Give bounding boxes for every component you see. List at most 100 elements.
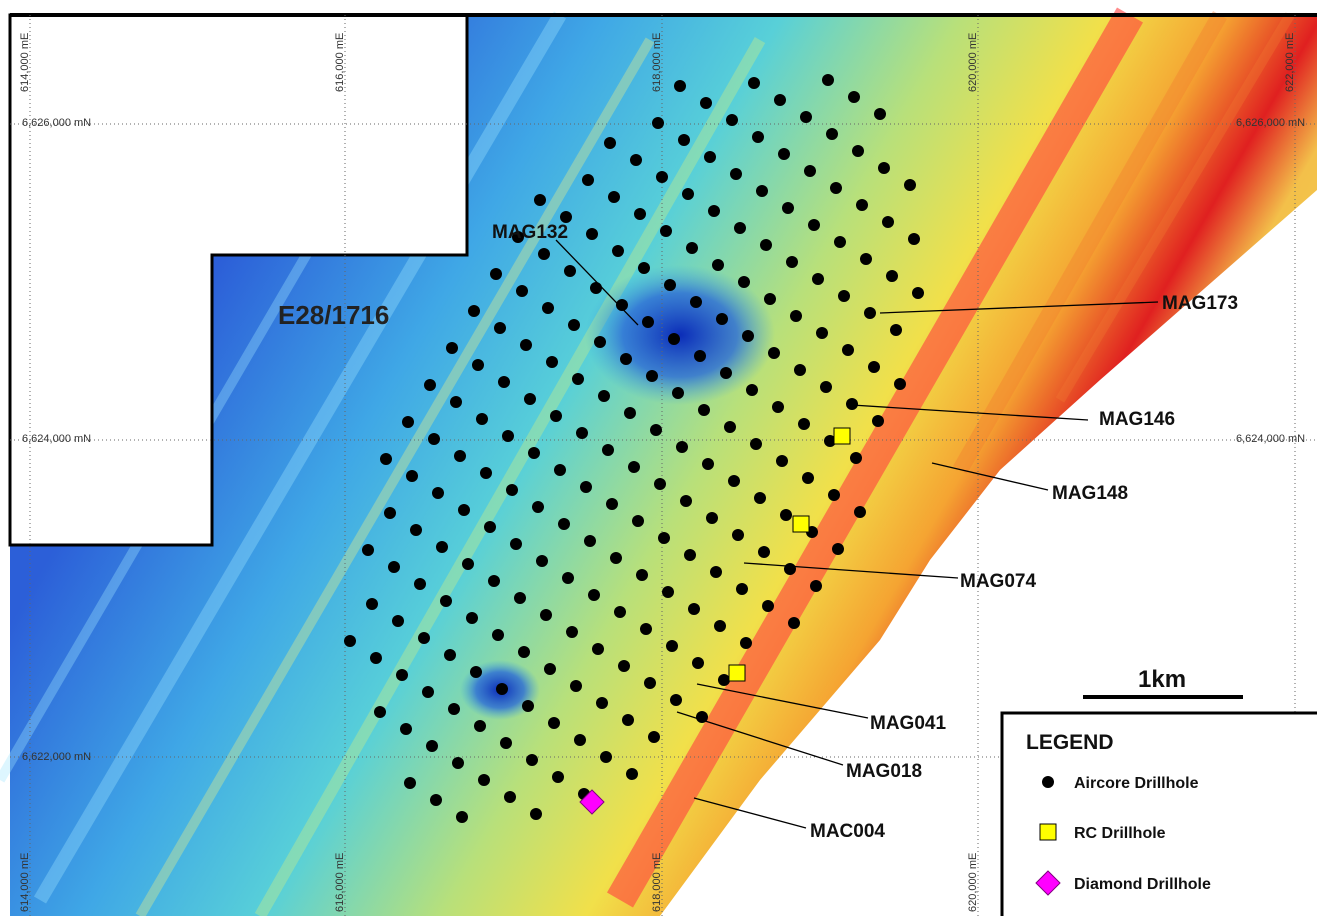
aircore-drillhole xyxy=(452,757,464,769)
aircore-drillhole xyxy=(868,361,880,373)
aircore-drillhole xyxy=(490,268,502,280)
aircore-drillhole xyxy=(506,484,518,496)
aircore-drillhole xyxy=(502,430,514,442)
aircore-drillhole xyxy=(692,657,704,669)
aircore-drillhole xyxy=(646,370,658,382)
aircore-drillhole xyxy=(422,686,434,698)
leaders xyxy=(555,239,1159,829)
aircore-drillhole xyxy=(418,632,430,644)
aircore-drillhole xyxy=(894,378,906,390)
aircore-drillhole xyxy=(728,475,740,487)
aircore-drillhole xyxy=(816,327,828,339)
aircore-drillhole xyxy=(572,373,584,385)
aircore-drillhole xyxy=(402,416,414,428)
aircore-drillhole xyxy=(644,677,656,689)
aircore-drillhole xyxy=(448,703,460,715)
aircore-drillhole xyxy=(664,279,676,291)
aircore-drillhole xyxy=(620,353,632,365)
aircore-drillhole xyxy=(774,94,786,106)
aircore-drillhole xyxy=(714,620,726,632)
aircore-drillhole xyxy=(788,617,800,629)
easting-label: 620,000 mE xyxy=(967,33,979,92)
aircore-drillhole xyxy=(444,649,456,661)
legend-item: Aircore Drillhole xyxy=(1074,775,1199,792)
aircore-drillhole xyxy=(846,398,858,410)
aircore-drillhole xyxy=(582,174,594,186)
aircore-drillhole xyxy=(604,137,616,149)
aircore-drillhole xyxy=(764,293,776,305)
hole-label: MAG018 xyxy=(846,761,922,782)
aircore-drillhole xyxy=(682,188,694,200)
aircore-drillhole xyxy=(756,185,768,197)
aircore-drillhole xyxy=(652,117,664,129)
aircore-drillhole xyxy=(656,171,668,183)
aircore-drillhole xyxy=(710,566,722,578)
aircore-drillhole xyxy=(608,191,620,203)
aircore-drillhole xyxy=(436,541,448,553)
aircore-drillhole xyxy=(852,145,864,157)
aircore-drillhole xyxy=(522,700,534,712)
aircore-drillhole xyxy=(426,740,438,752)
aircore-drillhole xyxy=(432,487,444,499)
aircore-drillhole xyxy=(576,427,588,439)
easting-label: 618,000 mE xyxy=(651,853,663,912)
aircore-drillhole xyxy=(520,339,532,351)
aircore-drillhole xyxy=(484,521,496,533)
hole-label: MAC004 xyxy=(810,821,885,842)
easting-label: 616,000 mE xyxy=(334,33,346,92)
aircore-drillhole xyxy=(614,606,626,618)
rc-drillhole xyxy=(833,427,851,445)
aircore-drillhole xyxy=(536,555,548,567)
hole-label: MAG173 xyxy=(1162,293,1238,314)
aircore-drillhole xyxy=(524,393,536,405)
aircore-drillhole xyxy=(804,165,816,177)
aircore-drillhole xyxy=(454,450,466,462)
aircore-drillhole xyxy=(778,148,790,160)
aircore-drillhole xyxy=(752,131,764,143)
aircore-drillhole xyxy=(472,359,484,371)
aircore-drillhole xyxy=(738,276,750,288)
aircore-drillhole xyxy=(694,350,706,362)
aircore-drillhole xyxy=(630,154,642,166)
aircore-drillhole xyxy=(706,512,718,524)
aircore-drillhole xyxy=(832,543,844,555)
aircore-drillhole xyxy=(684,549,696,561)
aircore-drillhole xyxy=(672,387,684,399)
aircore-drillhole xyxy=(466,612,478,624)
aircore-drillhole xyxy=(662,586,674,598)
aircore-drillhole xyxy=(794,364,806,376)
aircore-drillhole xyxy=(890,324,902,336)
aircore-drillhole xyxy=(642,316,654,328)
aircore-drillhole xyxy=(392,615,404,627)
aircore-drillhole xyxy=(718,674,730,686)
aircore-drillhole xyxy=(592,643,604,655)
aircore-drillhole xyxy=(532,501,544,513)
aircore-drillhole xyxy=(440,595,452,607)
aircore-drillhole xyxy=(834,236,846,248)
aircore-drillhole xyxy=(668,333,680,345)
aircore-drillhole xyxy=(396,669,408,681)
aircore-drillhole xyxy=(820,381,832,393)
aircore-drillhole xyxy=(568,319,580,331)
aircore-drillhole xyxy=(904,179,916,191)
aircore-drillhole xyxy=(772,401,784,413)
rc-drillhole xyxy=(728,664,746,682)
aircore-drillhole xyxy=(638,262,650,274)
aircore-drillhole xyxy=(492,629,504,641)
aircore-drillhole xyxy=(406,470,418,482)
aircore-drillhole xyxy=(702,458,714,470)
magnetic-stripes xyxy=(0,7,1295,916)
aircore-drillhole xyxy=(510,538,522,550)
aircore-drillhole xyxy=(516,285,528,297)
aircore-drillhole xyxy=(640,623,652,635)
aircore-drillhole xyxy=(488,575,500,587)
aircore-drillhole xyxy=(674,80,686,92)
aircore-drillhole xyxy=(838,290,850,302)
aircore-drillhole xyxy=(670,694,682,706)
aircore-drillhole xyxy=(828,489,840,501)
aircore-drillhole xyxy=(560,211,572,223)
easting-label: 622,000 mE xyxy=(1284,33,1296,92)
aircore-drillhole xyxy=(526,754,538,766)
aircore-drillhole xyxy=(824,435,836,447)
